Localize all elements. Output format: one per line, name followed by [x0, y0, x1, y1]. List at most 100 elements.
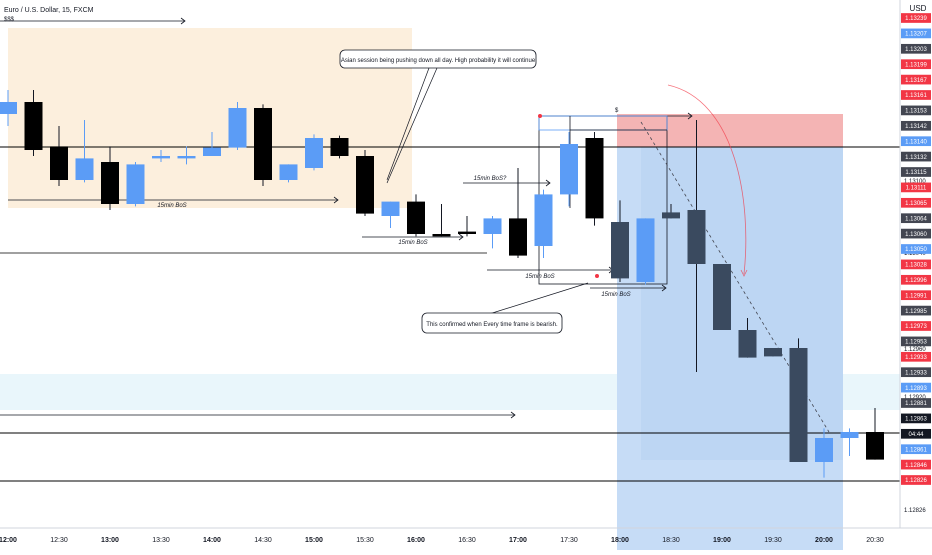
price-tag — [901, 321, 931, 331]
candle-body[interactable] — [356, 156, 374, 214]
candle-body[interactable] — [611, 222, 629, 279]
price-tag-label: 1.13140 — [905, 139, 927, 145]
candle-body[interactable] — [305, 138, 323, 168]
price-tag — [901, 459, 931, 470]
red-dot-1 — [538, 114, 542, 118]
price-tag-label: 1.13207 — [905, 32, 927, 38]
candle-body[interactable] — [330, 138, 349, 156]
candle-body[interactable] — [662, 212, 680, 219]
price-tag — [901, 90, 931, 100]
arrow-mid-head — [510, 411, 516, 419]
price-tag-label: 1.12991 — [905, 293, 927, 299]
projection-arc — [667, 84, 747, 275]
price-tag-label: 1.12893 — [905, 386, 927, 392]
price-tag — [901, 351, 931, 362]
price-tag — [901, 398, 931, 408]
callout-confirm-box — [421, 312, 563, 334]
candle-body[interactable] — [0, 102, 17, 114]
price-tag — [901, 136, 931, 147]
bos-label-1: 15min BoS — [157, 203, 186, 209]
candle-body[interactable] — [228, 108, 247, 148]
candle-body[interactable] — [152, 156, 170, 159]
price-tick-label: 1.13040 — [904, 251, 926, 257]
candle-body[interactable] — [203, 147, 221, 156]
candle-body[interactable] — [815, 438, 833, 462]
callout-asian-leader-2 — [386, 67, 430, 181]
candle-body[interactable] — [509, 218, 527, 256]
price-tag-label: 1.13203 — [905, 47, 927, 53]
time-tick-label: 20:00 — [815, 537, 833, 544]
time-tick-label: 13:00 — [101, 537, 119, 544]
time-tick-label: 14:00 — [203, 537, 221, 544]
time-tick-label: 20:30 — [866, 537, 884, 544]
candle-body[interactable] — [458, 231, 476, 234]
candle-body[interactable] — [101, 162, 119, 204]
candle-body[interactable] — [177, 156, 196, 159]
price-tag-label: 1.13111 — [906, 186, 927, 192]
candle-body[interactable] — [560, 144, 578, 195]
time-tick-label: 15:30 — [356, 537, 374, 544]
callout-asian-text: Asian session being pushing down all day… — [341, 58, 536, 64]
time-tick-label: 15:00 — [305, 537, 323, 544]
candle-body[interactable] — [254, 108, 272, 180]
bos-label-4: 15min BoS — [525, 274, 554, 280]
price-tag — [901, 305, 931, 316]
candle-body[interactable] — [534, 194, 553, 246]
price-tag-label: 1.13060 — [905, 232, 927, 238]
arrow-bos-3-head — [545, 179, 551, 187]
candle-body[interactable] — [585, 138, 604, 219]
candle-body[interactable] — [24, 102, 43, 150]
projection-arc-head — [740, 269, 748, 277]
candle-body[interactable] — [713, 264, 731, 330]
candle-body[interactable] — [636, 218, 655, 282]
callout-confirm-leader — [485, 282, 589, 316]
price-tag-label: 1.12861 — [905, 447, 927, 453]
time-tick-label: 16:00 — [407, 537, 425, 544]
price-tag-label: 1.13239 — [905, 16, 927, 22]
time-tick-label: 12:00 — [0, 537, 17, 544]
price-tag-label: 1.13199 — [905, 62, 927, 68]
price-tag — [901, 182, 931, 193]
short-position-inner-zone — [641, 147, 843, 460]
candle-body[interactable] — [50, 146, 68, 180]
price-tag-label: 1.12953 — [905, 340, 927, 346]
price-tag-label: 1.13161 — [905, 93, 927, 99]
price-tag-label: 1.13028 — [905, 263, 927, 269]
price-tag — [901, 336, 931, 347]
candle-body[interactable] — [483, 218, 502, 234]
candle-body[interactable] — [738, 330, 757, 358]
price-tag — [901, 228, 931, 239]
price-scale: 1.131001.130401.129601.129201.129001.128… — [901, 13, 931, 514]
price-tag-label: 1.13065 — [905, 201, 927, 207]
price-tag — [901, 13, 931, 23]
candle-body[interactable] — [126, 164, 145, 204]
bos-label-5: 15min BoS — [601, 292, 630, 298]
candle-body[interactable] — [789, 348, 808, 462]
time-tick-label: 14:30 — [254, 537, 272, 544]
price-tag-label: 1.12846 — [905, 463, 927, 469]
price-tag — [901, 213, 931, 224]
price-tag-label: 1.13167 — [905, 78, 927, 84]
candle-body[interactable] — [840, 432, 859, 438]
price-tick-label: 1.12920 — [904, 395, 926, 401]
candle-body[interactable] — [687, 210, 706, 264]
arrow-bos-5-head — [661, 284, 667, 292]
price-tag — [901, 74, 931, 85]
price-tag-label: 1.13153 — [905, 109, 927, 115]
price-tag-label: 1.13132 — [905, 155, 927, 161]
candle-body[interactable] — [432, 234, 451, 237]
candle-body[interactable] — [866, 432, 884, 460]
arrow-bos-2-head — [458, 233, 464, 241]
candle-body[interactable] — [279, 164, 298, 180]
callout-asian-leader — [386, 67, 438, 184]
candle-body[interactable] — [407, 201, 425, 234]
candle-body[interactable] — [381, 201, 400, 216]
candle-body[interactable] — [764, 348, 782, 357]
callout-asian-box — [339, 49, 537, 69]
candle-body[interactable] — [75, 158, 94, 180]
price-tick-label: 1.12826 — [904, 508, 926, 514]
price-tag — [901, 28, 931, 39]
price-tag — [901, 105, 931, 116]
